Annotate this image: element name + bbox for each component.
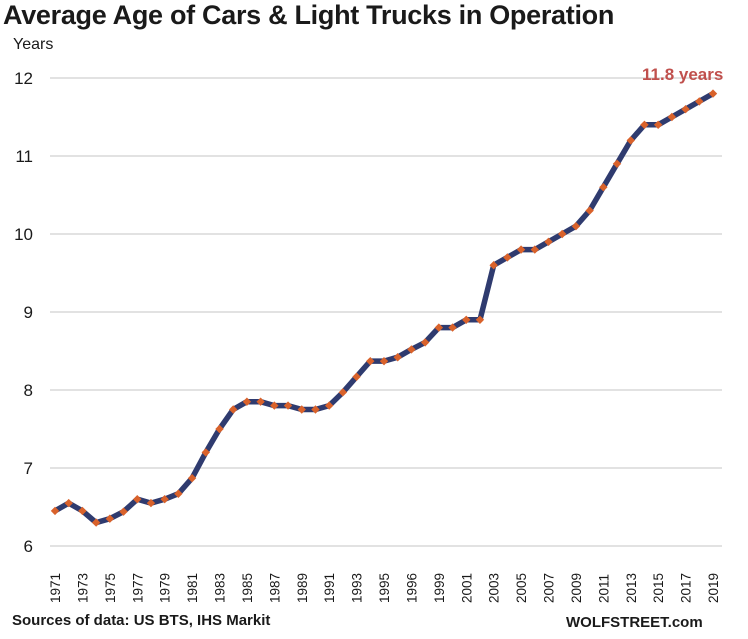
- x-tick-label: 2009: [569, 573, 584, 603]
- data-point: [187, 473, 197, 483]
- data-point: [379, 356, 389, 366]
- x-tick-label: 1983: [213, 573, 228, 603]
- data-point: [105, 514, 115, 523]
- data-point: [530, 245, 539, 254]
- data-point: [407, 345, 416, 354]
- data-point: [146, 498, 156, 508]
- data-point: [119, 507, 128, 516]
- data-point: [599, 183, 608, 192]
- data-point: [283, 401, 293, 410]
- data-point: [366, 356, 375, 366]
- data-point: [626, 136, 635, 145]
- series-line: [52, 90, 716, 526]
- data-point: [585, 206, 594, 215]
- x-tick-label: 1993: [350, 573, 365, 603]
- annotations: 11.8 years: [642, 65, 723, 84]
- x-tick-label: 2013: [624, 573, 639, 603]
- y-axis-ticks: 6 7 8 9 10 11 12: [14, 69, 33, 556]
- data-point: [256, 397, 265, 406]
- data-point: [462, 315, 471, 324]
- data-point: [311, 405, 320, 414]
- x-tick-label: 1991: [322, 573, 337, 603]
- y-axis-label: Years: [13, 36, 54, 53]
- data-point: [544, 237, 553, 246]
- data-markers: [50, 89, 718, 527]
- data-point: [64, 498, 73, 508]
- data-point: [434, 323, 444, 332]
- x-tick-label: 1989: [295, 573, 310, 603]
- x-tick-label: 2017: [679, 573, 694, 603]
- data-point: [448, 323, 457, 332]
- data-point: [681, 105, 690, 114]
- y-tick-label: 12: [14, 69, 33, 88]
- x-tick-label: 2003: [487, 573, 502, 603]
- gridlines: [50, 77, 722, 547]
- data-point: [516, 245, 526, 254]
- data-point: [558, 229, 567, 239]
- x-tick-label: 1996: [404, 573, 419, 603]
- data-point: [201, 448, 210, 457]
- data-point: [338, 388, 348, 397]
- data-point: [420, 338, 430, 347]
- x-tick-label: 1977: [130, 573, 145, 603]
- data-point: [352, 372, 361, 381]
- x-tick-label: 1995: [377, 573, 392, 603]
- data-point: [653, 120, 663, 129]
- y-tick-label: 6: [24, 537, 33, 556]
- data-point: [160, 495, 169, 504]
- data-point: [475, 315, 485, 324]
- y-tick-label: 11: [15, 147, 33, 166]
- data-point: [695, 97, 704, 106]
- data-point: [91, 518, 101, 527]
- data-point: [708, 89, 718, 98]
- data-point: [174, 489, 183, 498]
- series-average-age: [52, 90, 716, 526]
- x-tick-label: 1981: [185, 573, 200, 603]
- x-tick-label: 1975: [103, 573, 118, 603]
- y-tick-label: 8: [24, 381, 33, 400]
- y-tick-label: 9: [24, 303, 33, 322]
- x-tick-label: 1979: [158, 573, 173, 603]
- data-point: [612, 159, 622, 168]
- data-point: [50, 506, 60, 516]
- x-tick-label: 2015: [651, 573, 666, 603]
- x-tick-label: 2005: [514, 573, 529, 603]
- x-tick-label: 1985: [240, 573, 255, 603]
- x-tick-label: 2001: [459, 573, 474, 603]
- data-point: [297, 405, 306, 414]
- x-tick-label: 1999: [432, 573, 447, 603]
- data-point: [640, 120, 649, 129]
- data-point: [229, 405, 238, 414]
- x-tick-label: 2019: [706, 573, 721, 603]
- data-point: [393, 353, 402, 362]
- data-point: [571, 222, 581, 231]
- data-point: [270, 401, 279, 410]
- x-tick-label: 1973: [75, 573, 90, 603]
- x-tick-label: 1971: [48, 573, 63, 603]
- x-tick-label: 1987: [267, 573, 282, 603]
- chart-title: Average Age of Cars & Light Trucks in Op…: [3, 0, 615, 30]
- data-point: [78, 506, 87, 516]
- last-value-annotation: 11.8 years: [642, 65, 723, 84]
- data-point: [503, 253, 512, 262]
- y-tick-label: 7: [24, 459, 33, 478]
- y-tick-label: 10: [14, 225, 33, 244]
- data-point: [133, 495, 142, 504]
- data-point: [324, 401, 334, 410]
- x-tick-label: 2007: [542, 573, 557, 603]
- data-source-note: Sources of data: US BTS, IHS Markit: [12, 612, 271, 629]
- data-point: [667, 112, 677, 122]
- data-point: [215, 424, 224, 434]
- x-tick-label: 2011: [596, 574, 611, 603]
- x-axis-ticks: 1971 1973 1975 1977 1979 1981 1983 1985 1987 1989…: [48, 573, 721, 603]
- data-point: [489, 261, 498, 270]
- data-point: [242, 397, 252, 406]
- brand-watermark: WOLFSTREET.com: [566, 614, 703, 631]
